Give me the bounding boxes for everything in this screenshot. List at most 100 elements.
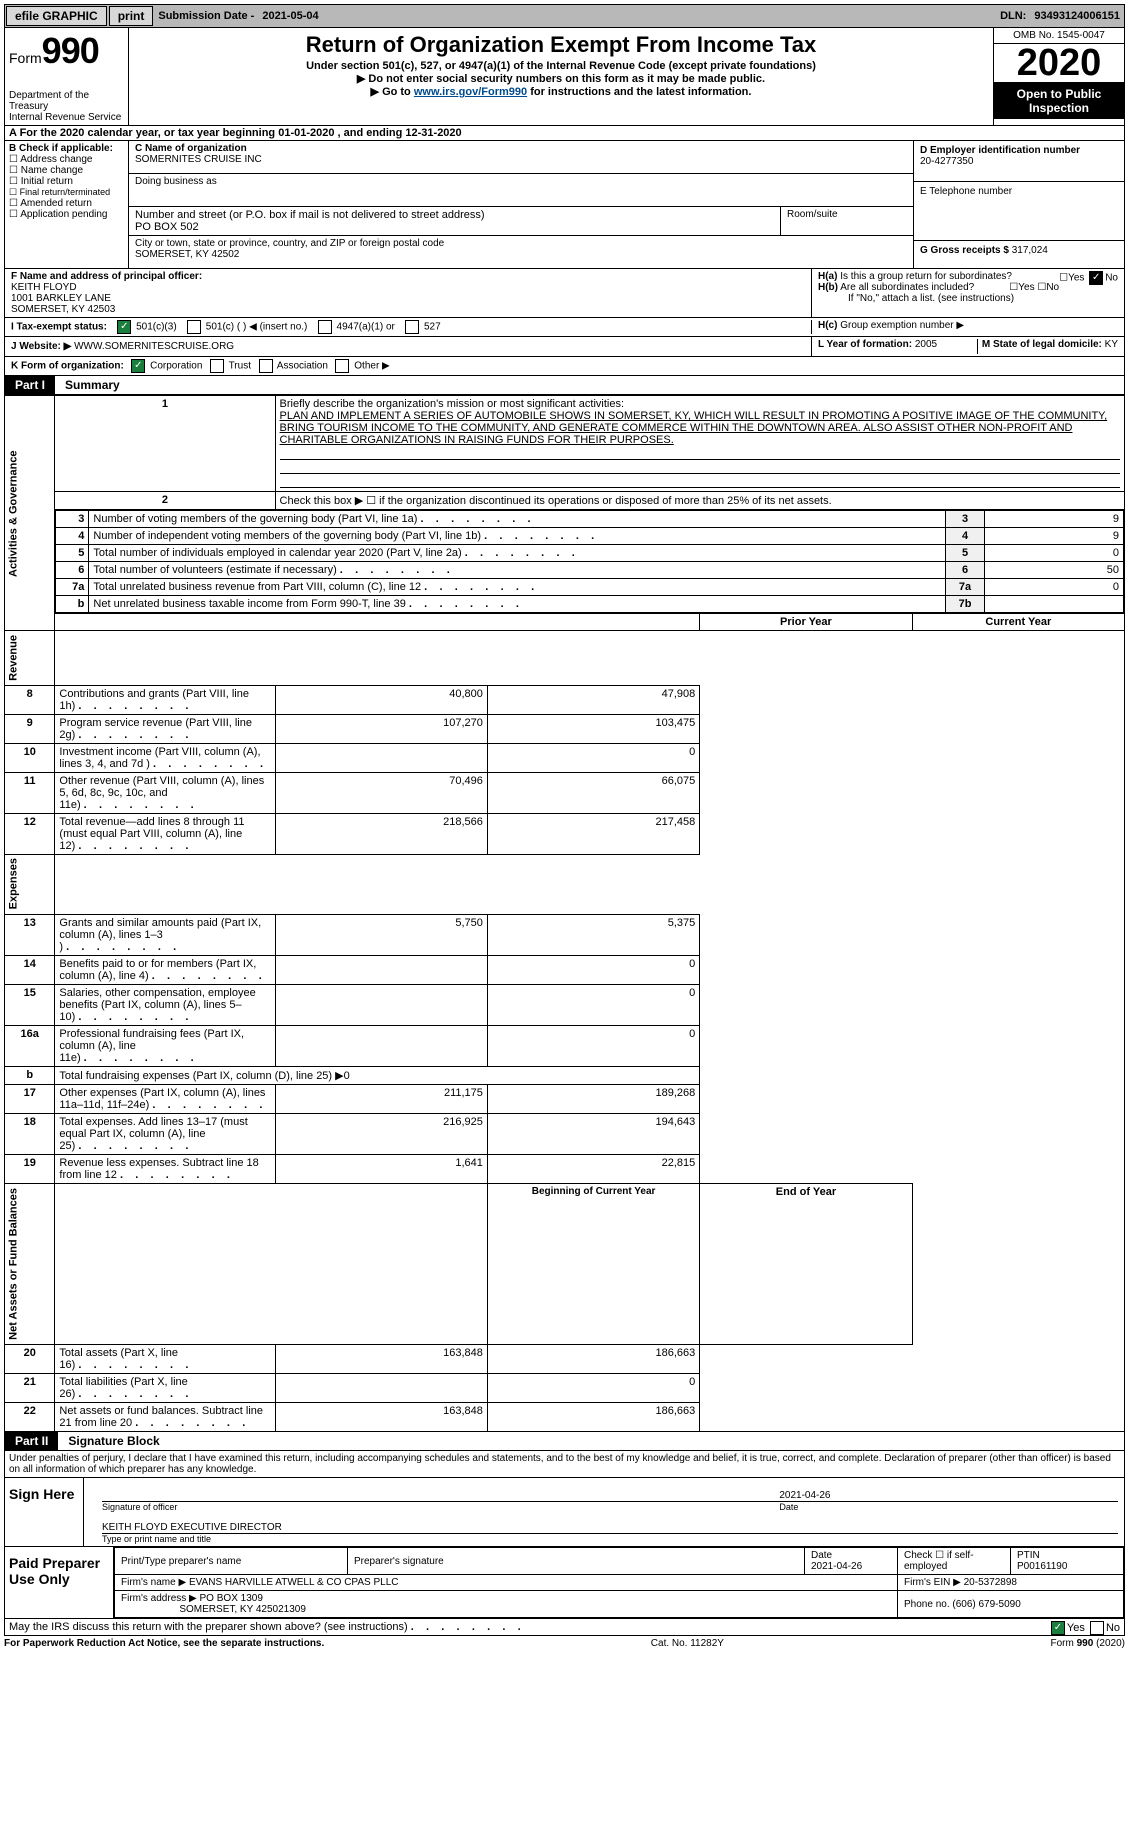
ha-no-check[interactable]: ✓ <box>1089 271 1103 285</box>
table-row: 11 Other revenue (Part VIII, column (A),… <box>5 772 1125 813</box>
hdr-end-year: End of Year <box>700 1184 912 1345</box>
type-print-label: Type or print name and title <box>102 1534 1118 1544</box>
ein-value: 20-4277350 <box>920 156 1118 167</box>
website-value: WWW.SOMERNITESCRUISE.ORG <box>74 341 234 352</box>
h-c-label: Group exemption number ▶ <box>840 320 964 331</box>
room-suite-label: Room/suite <box>781 207 913 235</box>
irs-link[interactable]: www.irs.gov/Form990 <box>414 86 527 98</box>
org-name: SOMERNITES CRUISE INC <box>135 154 907 165</box>
ptin-value: P00161190 <box>1017 1561 1067 1572</box>
subtitle: Under section 501(c), 527, or 4947(a)(1)… <box>137 60 985 72</box>
chk-address-change[interactable]: Address change <box>20 154 92 165</box>
chk-corporation[interactable]: ✓ <box>131 359 145 373</box>
form-number: 990 <box>42 30 99 71</box>
topbar: efile GRAPHIC print Submission Date - 20… <box>4 4 1125 28</box>
discuss-no-check[interactable] <box>1090 1621 1104 1635</box>
city-label: City or town, state or province, country… <box>135 238 907 249</box>
calendar-year-row: A For the 2020 calendar year, or tax yea… <box>4 126 1125 141</box>
addr-value: PO BOX 502 <box>135 221 774 233</box>
chk-trust[interactable] <box>210 359 224 373</box>
print-button[interactable]: print <box>109 6 154 26</box>
sig-officer-label: Signature of officer <box>102 1502 779 1512</box>
submission-date-value: 2021-05-04 <box>258 10 322 22</box>
prep-check-self[interactable]: Check ☐ if self-employed <box>898 1548 1011 1575</box>
part-1-header: Part I Summary <box>4 376 1125 395</box>
section-i-row: I Tax-exempt status: ✓ 501(c)(3) 501(c) … <box>4 318 1125 337</box>
part-2-header: Part II Signature Block <box>4 1432 1125 1451</box>
hb-no[interactable]: No <box>1046 282 1059 293</box>
h-b-label: Are all subordinates included? <box>840 282 974 293</box>
part-2-tag: Part II <box>5 1432 58 1450</box>
addr-label: Number and street (or P.O. box if mail i… <box>135 209 774 221</box>
table-row: 16a Professional fundraising fees (Part … <box>5 1026 1125 1067</box>
section-f-label: F Name and address of principal officer: <box>11 271 202 282</box>
telephone-label: E Telephone number <box>920 186 1118 197</box>
section-f-h-row: F Name and address of principal officer:… <box>4 269 1125 318</box>
preparer-name-label: Print/Type preparer's name <box>115 1548 348 1575</box>
dln-value: 93493124006151 <box>1030 10 1124 22</box>
chk-final-return[interactable]: Final return/terminated <box>20 187 111 197</box>
table-row: 9 Program service revenue (Part VIII, li… <box>5 714 1125 743</box>
prep-date-label: Date <box>811 1550 832 1561</box>
firm-name: EVANS HARVILLE ATWELL & CO CPAS PLLC <box>189 1577 399 1588</box>
officer-name: KEITH FLOYD <box>11 282 805 293</box>
ha-yes[interactable]: Yes <box>1068 273 1084 284</box>
table-row: 4 Number of independent voting members o… <box>56 528 1124 545</box>
year-formation: 2005 <box>915 339 937 350</box>
dln-label: DLN: <box>996 10 1030 22</box>
table-row: 3 Number of voting members of the govern… <box>56 511 1124 528</box>
discuss-no: No <box>1106 1622 1120 1634</box>
hb-yes[interactable]: Yes <box>1018 282 1034 293</box>
part-1-title: Summary <box>55 376 130 394</box>
tax-year: 2020 <box>994 44 1124 83</box>
table-row: 22 Net assets or fund balances. Subtract… <box>5 1403 1125 1432</box>
part-1-tag: Part I <box>5 376 55 394</box>
paid-preparer-block: Paid Preparer Use Only Print/Type prepar… <box>4 1547 1125 1619</box>
org-name-label: C Name of organization <box>135 143 907 154</box>
discuss-yes-check[interactable]: ✓ <box>1051 1621 1065 1635</box>
section-j-label: J Website: ▶ <box>11 341 74 352</box>
h-b-tag: H(b) <box>818 282 838 293</box>
discuss-yes: Yes <box>1067 1622 1085 1634</box>
page-footer: For Paperwork Reduction Act Notice, see … <box>4 1636 1125 1649</box>
table-row: 18 Total expenses. Add lines 13–17 (must… <box>5 1114 1125 1155</box>
table-row: 20 Total assets (Part X, line 16) 163,84… <box>5 1345 1125 1374</box>
chk-amended[interactable]: Amended return <box>20 198 92 209</box>
chk-527[interactable] <box>405 320 419 334</box>
chk-application-pending[interactable]: Application pending <box>20 209 107 220</box>
open-to-public: Open to Public Inspection <box>994 83 1124 119</box>
h-a-label: Is this a group return for subordinates? <box>840 271 1012 282</box>
table-row: 12 Total revenue—add lines 8 through 11 … <box>5 813 1125 854</box>
line-2-text: Check this box ▶ ☐ if the organization d… <box>275 492 1124 510</box>
chk-4947[interactable] <box>318 320 332 334</box>
section-i-label: I Tax-exempt status: <box>11 322 107 333</box>
declaration-text: Under penalties of perjury, I declare th… <box>4 1451 1125 1478</box>
firm-phone: (606) 679-5090 <box>952 1599 1020 1610</box>
chk-other[interactable] <box>335 359 349 373</box>
chk-name-change[interactable]: Name change <box>21 165 83 176</box>
firm-addr2: SOMERSET, KY 425021309 <box>179 1604 306 1615</box>
chk-initial-return[interactable]: Initial return <box>21 176 73 187</box>
section-m-label: M State of legal domicile: <box>982 339 1105 350</box>
cal-mid: , and ending <box>338 127 406 139</box>
table-row: 8 Contributions and grants (Part VIII, l… <box>5 685 1125 714</box>
table-row: 6 Total number of volunteers (estimate i… <box>56 562 1124 579</box>
officer-addr1: 1001 BARKLEY LANE <box>11 293 805 304</box>
chk-association[interactable] <box>259 359 273 373</box>
submission-date-label: Submission Date - <box>154 10 258 22</box>
efile-graphic-button[interactable]: efile GRAPHIC <box>6 6 107 26</box>
section-k-row: K Form of organization: ✓ Corporation Tr… <box>4 357 1125 376</box>
form-label: Form <box>9 50 42 66</box>
cal-pre: A For the 2020 calendar year, or tax yea… <box>9 127 278 139</box>
table-row: 17 Other expenses (Part IX, column (A), … <box>5 1085 1125 1114</box>
discuss-text: May the IRS discuss this return with the… <box>9 1621 521 1633</box>
note-1: ▶ Do not enter social security numbers o… <box>137 72 985 85</box>
footer-mid: Cat. No. 11282Y <box>324 1638 1050 1649</box>
state-domicile: KY <box>1105 339 1118 350</box>
vlabel-revenue: Revenue <box>5 631 55 686</box>
h-c-tag: H(c) <box>818 320 837 331</box>
line-1-label: Briefly describe the organization's miss… <box>280 398 1120 410</box>
sign-here-label: Sign Here <box>5 1478 84 1546</box>
chk-501c[interactable] <box>187 320 201 334</box>
chk-501c3[interactable]: ✓ <box>117 320 131 334</box>
